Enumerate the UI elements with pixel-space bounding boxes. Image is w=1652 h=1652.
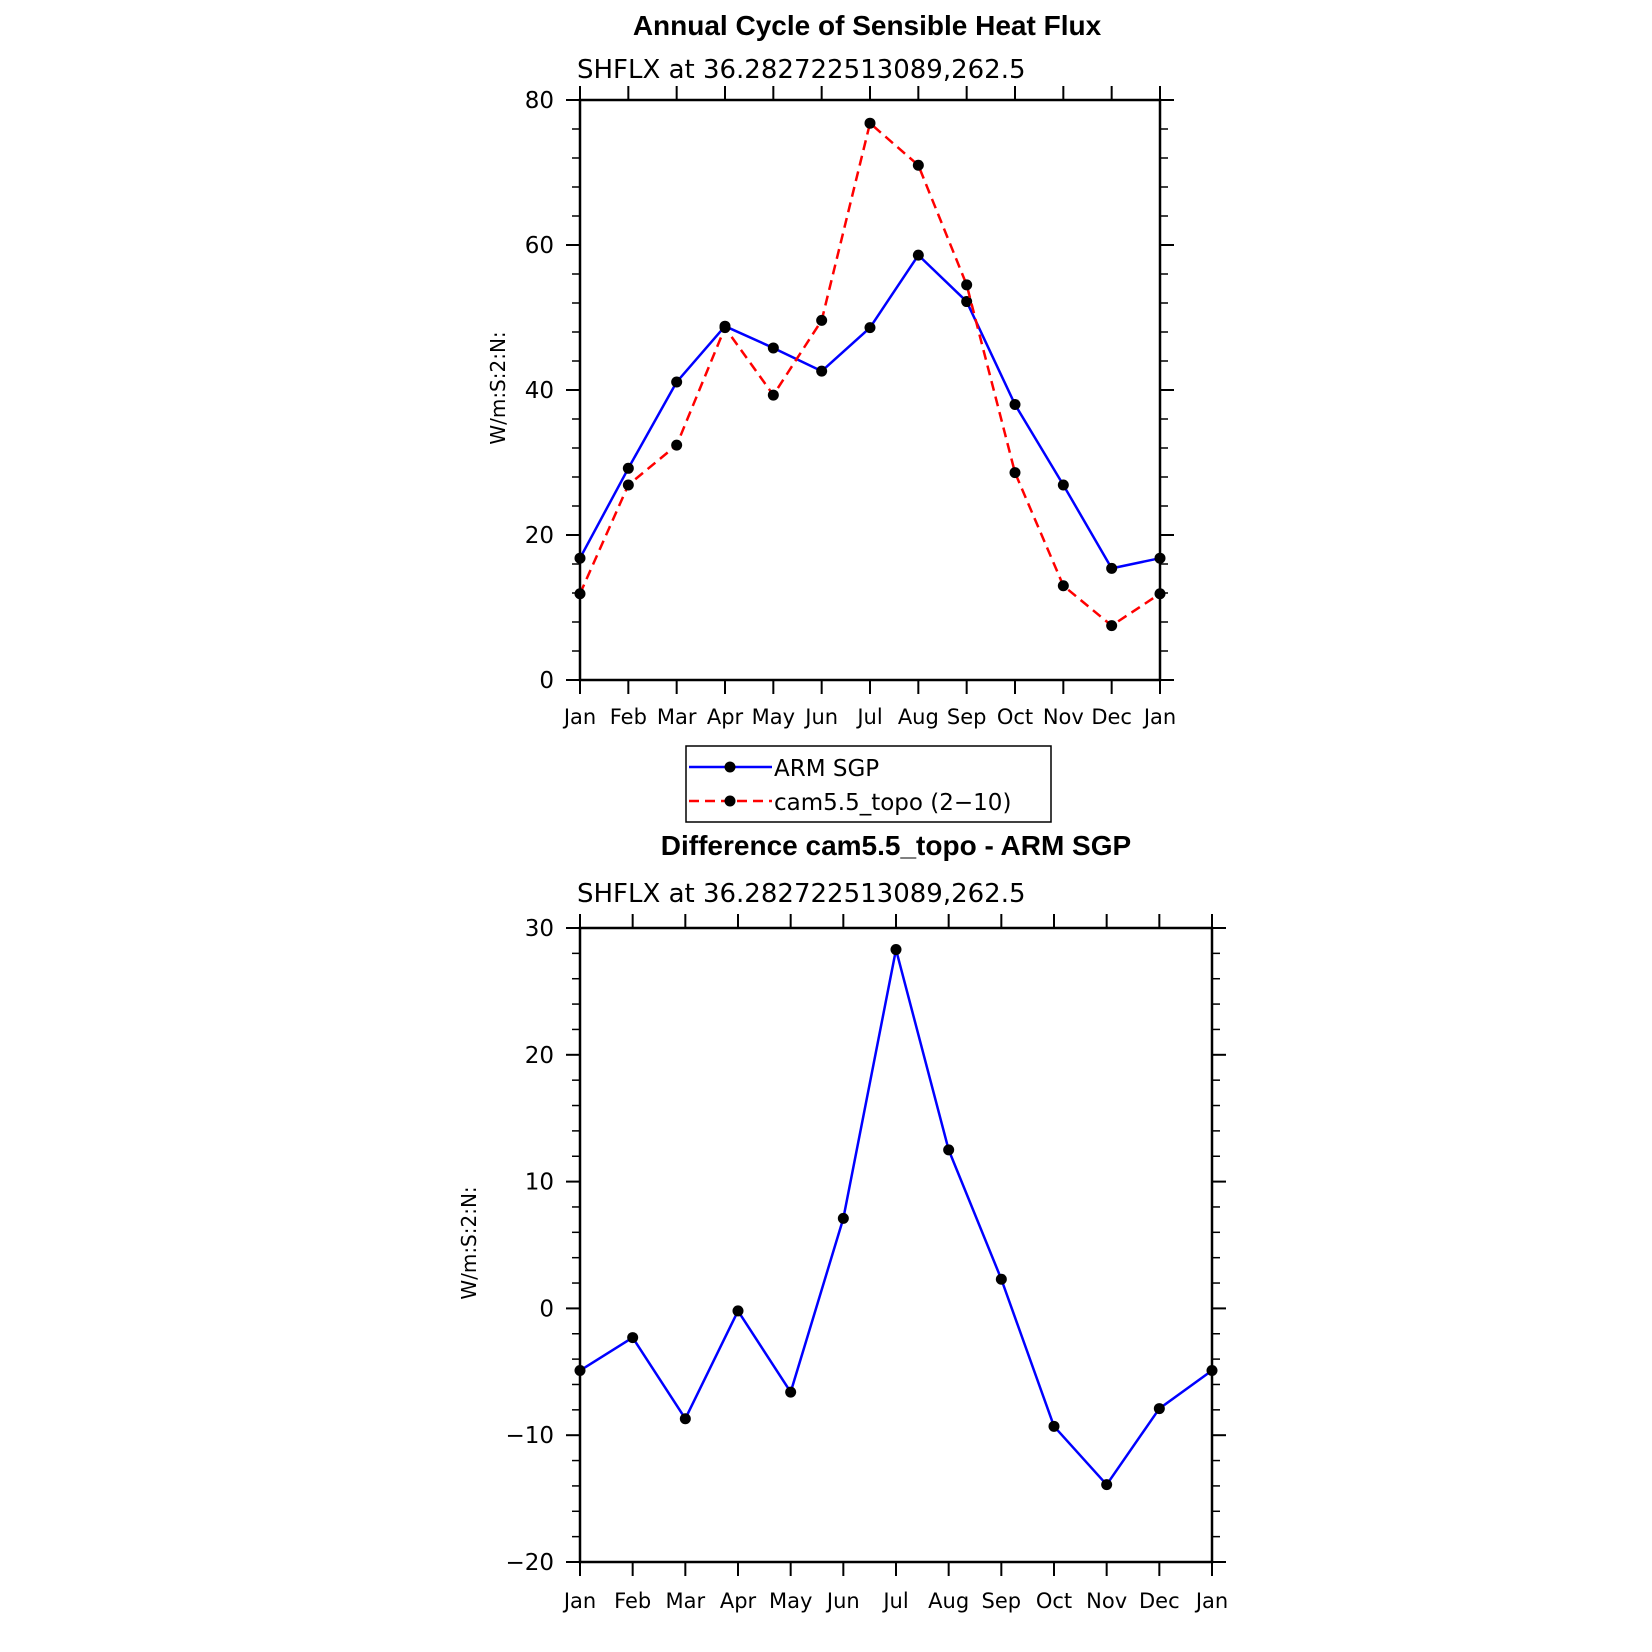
- x-tick-label: Aug: [898, 705, 939, 729]
- legend: ARM SGP cam5.5_topo (2−10): [685, 745, 1052, 823]
- x-tick-label: Dec: [1091, 705, 1132, 729]
- data-point: [767, 389, 779, 401]
- data-point: [574, 552, 586, 564]
- data-point: [1206, 1365, 1218, 1377]
- data-point: [767, 342, 779, 354]
- data-point: [912, 159, 924, 171]
- y-tick-label: −10: [505, 1423, 554, 1449]
- y-tick-label: 30: [525, 916, 554, 942]
- data-point: [671, 376, 683, 388]
- data-point: [1106, 620, 1118, 632]
- x-tick-label: Feb: [614, 1589, 651, 1613]
- x-tick-label: May: [769, 1589, 812, 1613]
- data-point: [1154, 588, 1166, 600]
- x-tick-label: Aug: [928, 1589, 969, 1613]
- chart-title: Difference cam5.5_topo - ARM SGP: [661, 830, 1131, 861]
- data-point: [1009, 467, 1021, 479]
- legend-marker-arm-sgp: [724, 761, 736, 773]
- x-tick-label: Jan: [1194, 1589, 1228, 1613]
- x-tick-label: May: [752, 705, 795, 729]
- y-tick-label: 40: [525, 378, 554, 404]
- legend-marker-cam55: [724, 795, 736, 807]
- x-tick-label: Jun: [803, 705, 838, 729]
- data-point: [732, 1305, 744, 1317]
- chart-difference: Difference cam5.5_topo - ARM SGP SHFLX a…: [457, 830, 1228, 1613]
- y-tick-label: 80: [525, 88, 554, 114]
- data-point: [785, 1386, 797, 1398]
- y-tick-label: 0: [539, 1296, 554, 1322]
- data-point: [816, 314, 828, 326]
- data-point: [719, 322, 731, 334]
- chart-annual-cycle: Annual Cycle of Sensible Heat Flux SHFLX…: [486, 10, 1176, 729]
- data-point: [1048, 1420, 1060, 1432]
- x-tick-label: Jul: [881, 1589, 908, 1613]
- data-point: [671, 439, 683, 451]
- x-tick-label: Feb: [610, 705, 647, 729]
- series-line-0: [579, 948, 1213, 1486]
- y-axis-label: W/m:S:2:N:: [486, 331, 510, 444]
- data-point: [1106, 562, 1118, 574]
- data-point: [837, 1212, 849, 1224]
- x-tick-label: Dec: [1139, 1589, 1180, 1613]
- y-tick-label: 10: [525, 1170, 554, 1196]
- x-tick-label: Nov: [1043, 705, 1084, 729]
- data-point: [912, 249, 924, 261]
- plot-frame: [578, 926, 1214, 1564]
- legend-box: [685, 745, 1052, 823]
- data-point: [627, 1332, 639, 1344]
- data-point: [679, 1413, 691, 1425]
- data-point: [864, 117, 876, 129]
- x-tick-label: Mar: [657, 705, 697, 729]
- data-point: [1101, 1479, 1113, 1491]
- x-tick-label: Jan: [562, 705, 596, 729]
- series-line-1: [578, 121, 1161, 627]
- data-point: [961, 279, 973, 291]
- x-tick-label: Sep: [947, 705, 987, 729]
- data-point: [816, 365, 828, 377]
- y-tick-label: 60: [525, 233, 554, 259]
- x-tick-label: Oct: [1036, 1589, 1072, 1613]
- data-point: [943, 1144, 955, 1156]
- data-point: [1057, 580, 1069, 592]
- series-line-0: [578, 253, 1161, 570]
- x-tick-label: Jan: [562, 1589, 596, 1613]
- data-point: [1153, 1403, 1165, 1415]
- data-point: [1057, 479, 1069, 491]
- data-point: [622, 479, 634, 491]
- x-tick-label: Oct: [997, 705, 1033, 729]
- x-tick-label: Sep: [982, 1589, 1022, 1613]
- x-tick-label: Jul: [855, 705, 882, 729]
- data-point: [864, 322, 876, 334]
- x-tick-label: Nov: [1086, 1589, 1127, 1613]
- x-tick-label: Mar: [666, 1589, 706, 1613]
- data-point: [574, 588, 586, 600]
- data-point: [1154, 552, 1166, 564]
- x-tick-label: Apr: [707, 705, 744, 729]
- chart-subtitle: SHFLX at 36.282722513089,262.5: [577, 55, 1026, 85]
- data-point: [961, 296, 973, 308]
- data-point: [622, 462, 634, 474]
- x-tick-label: Jun: [825, 1589, 860, 1613]
- x-tick-label: Jan: [1142, 705, 1176, 729]
- data-point: [995, 1273, 1007, 1285]
- y-tick-label: 20: [525, 1043, 554, 1069]
- legend-label-arm-sgp: ARM SGP: [774, 756, 879, 782]
- y-axis-label: W/m:S:2:N:: [457, 1186, 481, 1299]
- data-point: [1009, 399, 1021, 410]
- y-tick-label: 20: [525, 523, 554, 549]
- data-point: [574, 1365, 586, 1377]
- chart-subtitle: SHFLX at 36.282722513089,262.5: [577, 879, 1026, 909]
- legend-label-cam55: cam5.5_topo (2−10): [774, 790, 1011, 816]
- y-tick-label: −20: [505, 1550, 554, 1576]
- x-tick-label: Apr: [720, 1589, 757, 1613]
- data-point: [890, 944, 902, 956]
- y-tick-label: 0: [539, 668, 554, 694]
- chart-title: Annual Cycle of Sensible Heat Flux: [633, 10, 1102, 41]
